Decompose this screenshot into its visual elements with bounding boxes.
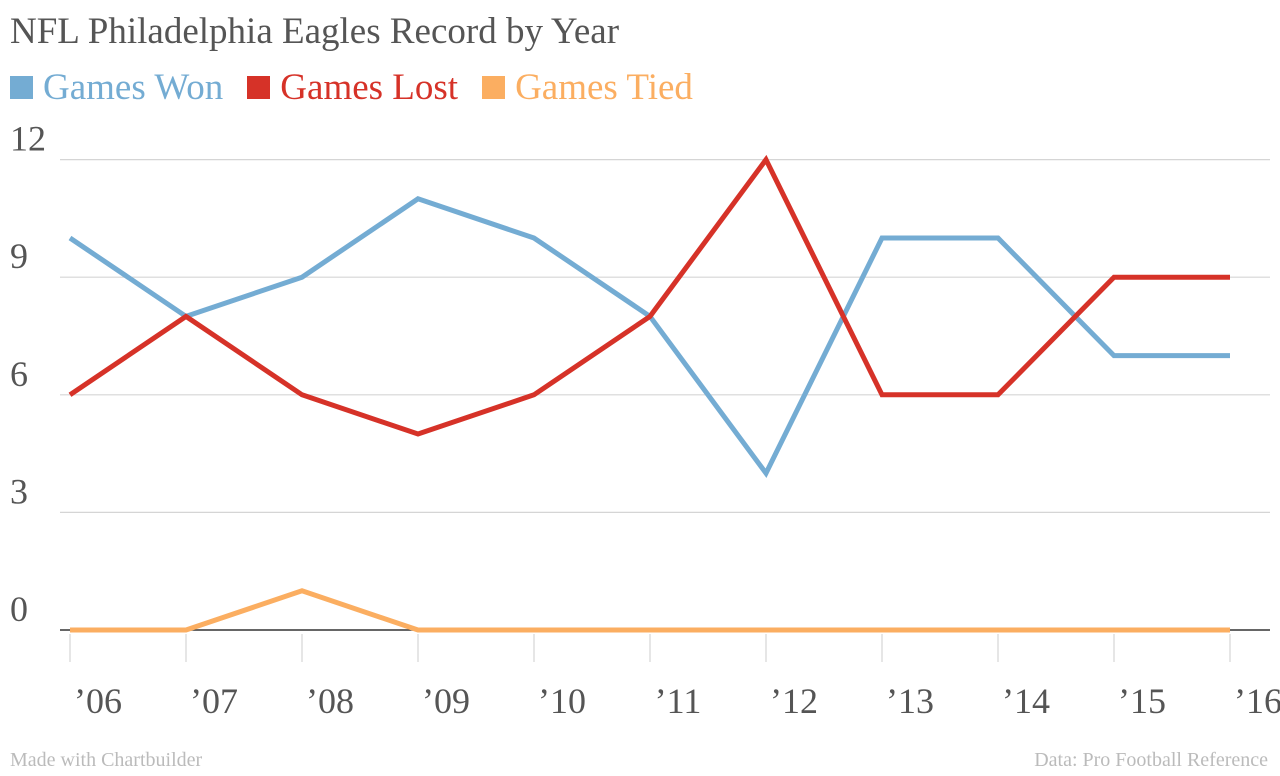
chart-title: NFL Philadelphia Eagles Record by Year	[10, 11, 620, 52]
x-tick-label-3: ’09	[422, 681, 470, 721]
x-tick-label-6: ’12	[770, 681, 818, 721]
legend-swatch-games-lost	[247, 76, 271, 99]
x-tick-label-4: ’10	[538, 681, 586, 721]
legend-label-games-won: Games Won	[43, 67, 224, 108]
x-tick-label-2: ’08	[306, 681, 354, 721]
legend: Games Won Games Lost Games Tied	[10, 66, 717, 109]
y-tick-label-0: 0	[10, 589, 28, 629]
legend-item-games-lost: Games Lost	[247, 66, 458, 109]
x-tick-label-9: ’15	[1118, 681, 1166, 721]
y-tick-label-3: 3	[10, 471, 28, 511]
x-tick-label-0: ’06	[74, 681, 122, 721]
y-tick-label-12: 12	[10, 119, 46, 159]
legend-item-games-won: Games Won	[10, 66, 223, 109]
legend-label-games-lost: Games Lost	[280, 67, 459, 108]
legend-swatch-games-won	[10, 76, 33, 99]
x-tick-label-8: ’14	[1002, 681, 1050, 721]
footer-credit: Made with Chartbuilder	[10, 749, 203, 771]
series-line-games-tied	[70, 588, 1230, 633]
legend-swatch-games-tied	[482, 76, 506, 99]
x-tick-label-1: ’07	[190, 681, 238, 721]
x-tick-label-10: ’16	[1234, 681, 1280, 721]
footer-source: Data: Pro Football Reference	[1034, 749, 1268, 771]
legend-item-games-tied: Games Tied	[482, 66, 693, 109]
y-tick-label-9: 9	[10, 236, 28, 276]
x-tick-label-5: ’11	[655, 681, 702, 721]
series-line-games-lost	[68, 154, 1230, 437]
legend-label-games-tied: Games Tied	[515, 67, 693, 108]
x-tick-label-7: ’13	[886, 681, 934, 721]
y-tick-label-6: 6	[10, 354, 28, 394]
